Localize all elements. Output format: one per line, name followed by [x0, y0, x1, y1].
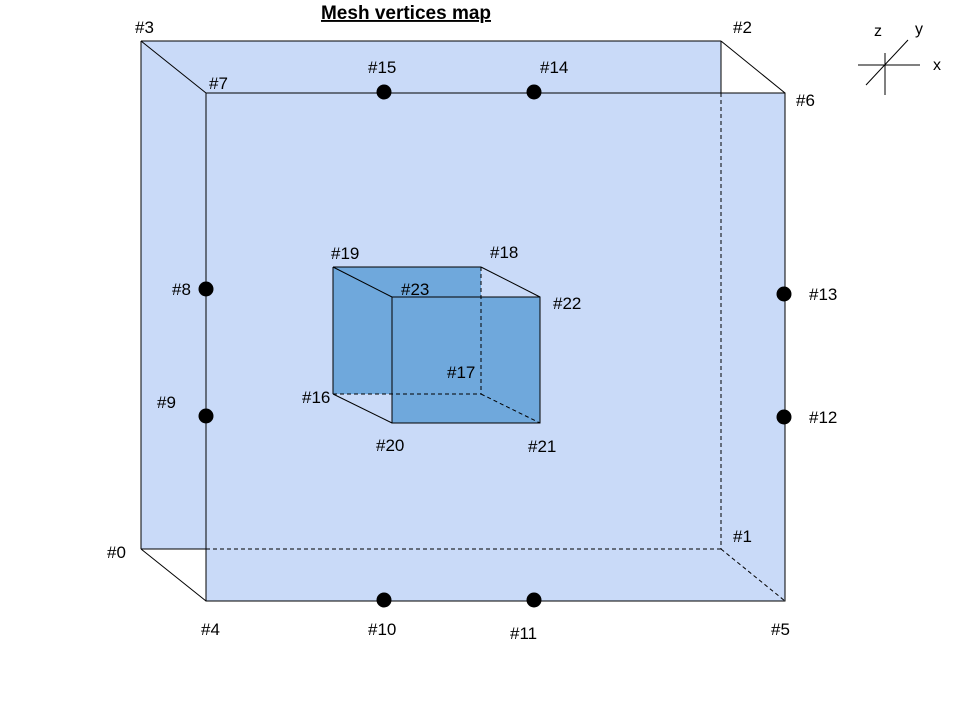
node-13 — [776, 286, 792, 302]
node-10 — [376, 592, 392, 608]
edge-2-6 — [720, 40, 786, 94]
edge-16-20 — [332, 393, 393, 424]
vertex-label-1: #1 — [733, 527, 752, 546]
nodes — [198, 84, 792, 608]
y-axis-label: y — [915, 21, 923, 38]
node-11 — [526, 592, 542, 608]
edge-3-7 — [140, 40, 207, 94]
vertex-label-12: #12 — [809, 408, 837, 427]
vertex-label-23: #23 — [401, 280, 429, 299]
diagram-title: Mesh vertices map — [321, 3, 491, 24]
vertex-label-11: #11 — [510, 624, 537, 643]
node-9 — [198, 408, 214, 424]
inner-front-outline — [391, 296, 541, 424]
vertex-label-18: #18 — [490, 243, 518, 262]
edge-0-4 — [140, 548, 207, 602]
vertex-label-15: #15 — [368, 58, 396, 77]
vertex-label-21: #21 — [528, 437, 556, 456]
vertex-label-10: #10 — [368, 620, 396, 639]
outer-edges — [140, 40, 786, 602]
z-axis-label: z — [874, 23, 882, 40]
vertex-labels: #0 #1 #2 #3 #4 #5 #6 #7 #8 #9 #10 #11 #1… — [107, 18, 837, 643]
vertex-label-8: #8 — [172, 280, 191, 299]
vertex-label-13: #13 — [809, 285, 837, 304]
y-axis-line — [865, 39, 909, 86]
hidden-edge-17-21 — [480, 393, 541, 424]
node-15 — [376, 84, 392, 100]
node-12 — [776, 409, 792, 425]
node-14 — [526, 84, 542, 100]
vertex-label-5: #5 — [771, 620, 790, 639]
vertex-label-0: #0 — [107, 543, 126, 562]
outer-hidden-edges — [206, 93, 786, 602]
inner-hidden-edges — [333, 267, 541, 424]
edge-19-23 — [332, 266, 393, 298]
vertex-label-6: #6 — [796, 91, 815, 110]
edge-18-22 — [480, 266, 541, 298]
vertex-label-14: #14 — [540, 58, 568, 77]
vertex-label-19: #19 — [331, 244, 359, 263]
x-axis-label: x — [933, 57, 941, 74]
inner-edges — [332, 266, 541, 424]
vertex-label-7: #7 — [209, 74, 228, 93]
vertex-label-20: #20 — [376, 436, 404, 455]
front-face-outline — [205, 92, 786, 602]
vertex-label-3: #3 — [135, 18, 154, 37]
vertex-label-22: #22 — [553, 294, 581, 313]
vertex-label-9: #9 — [157, 393, 176, 412]
inner-front-face — [392, 297, 540, 423]
axis-indicator: z y x — [858, 21, 941, 95]
vertex-label-2: #2 — [733, 18, 752, 37]
vertex-label-16: #16 — [302, 388, 330, 407]
vertex-label-4: #4 — [201, 620, 220, 639]
vertex-label-17: #17 — [447, 363, 475, 382]
node-8 — [198, 281, 214, 297]
